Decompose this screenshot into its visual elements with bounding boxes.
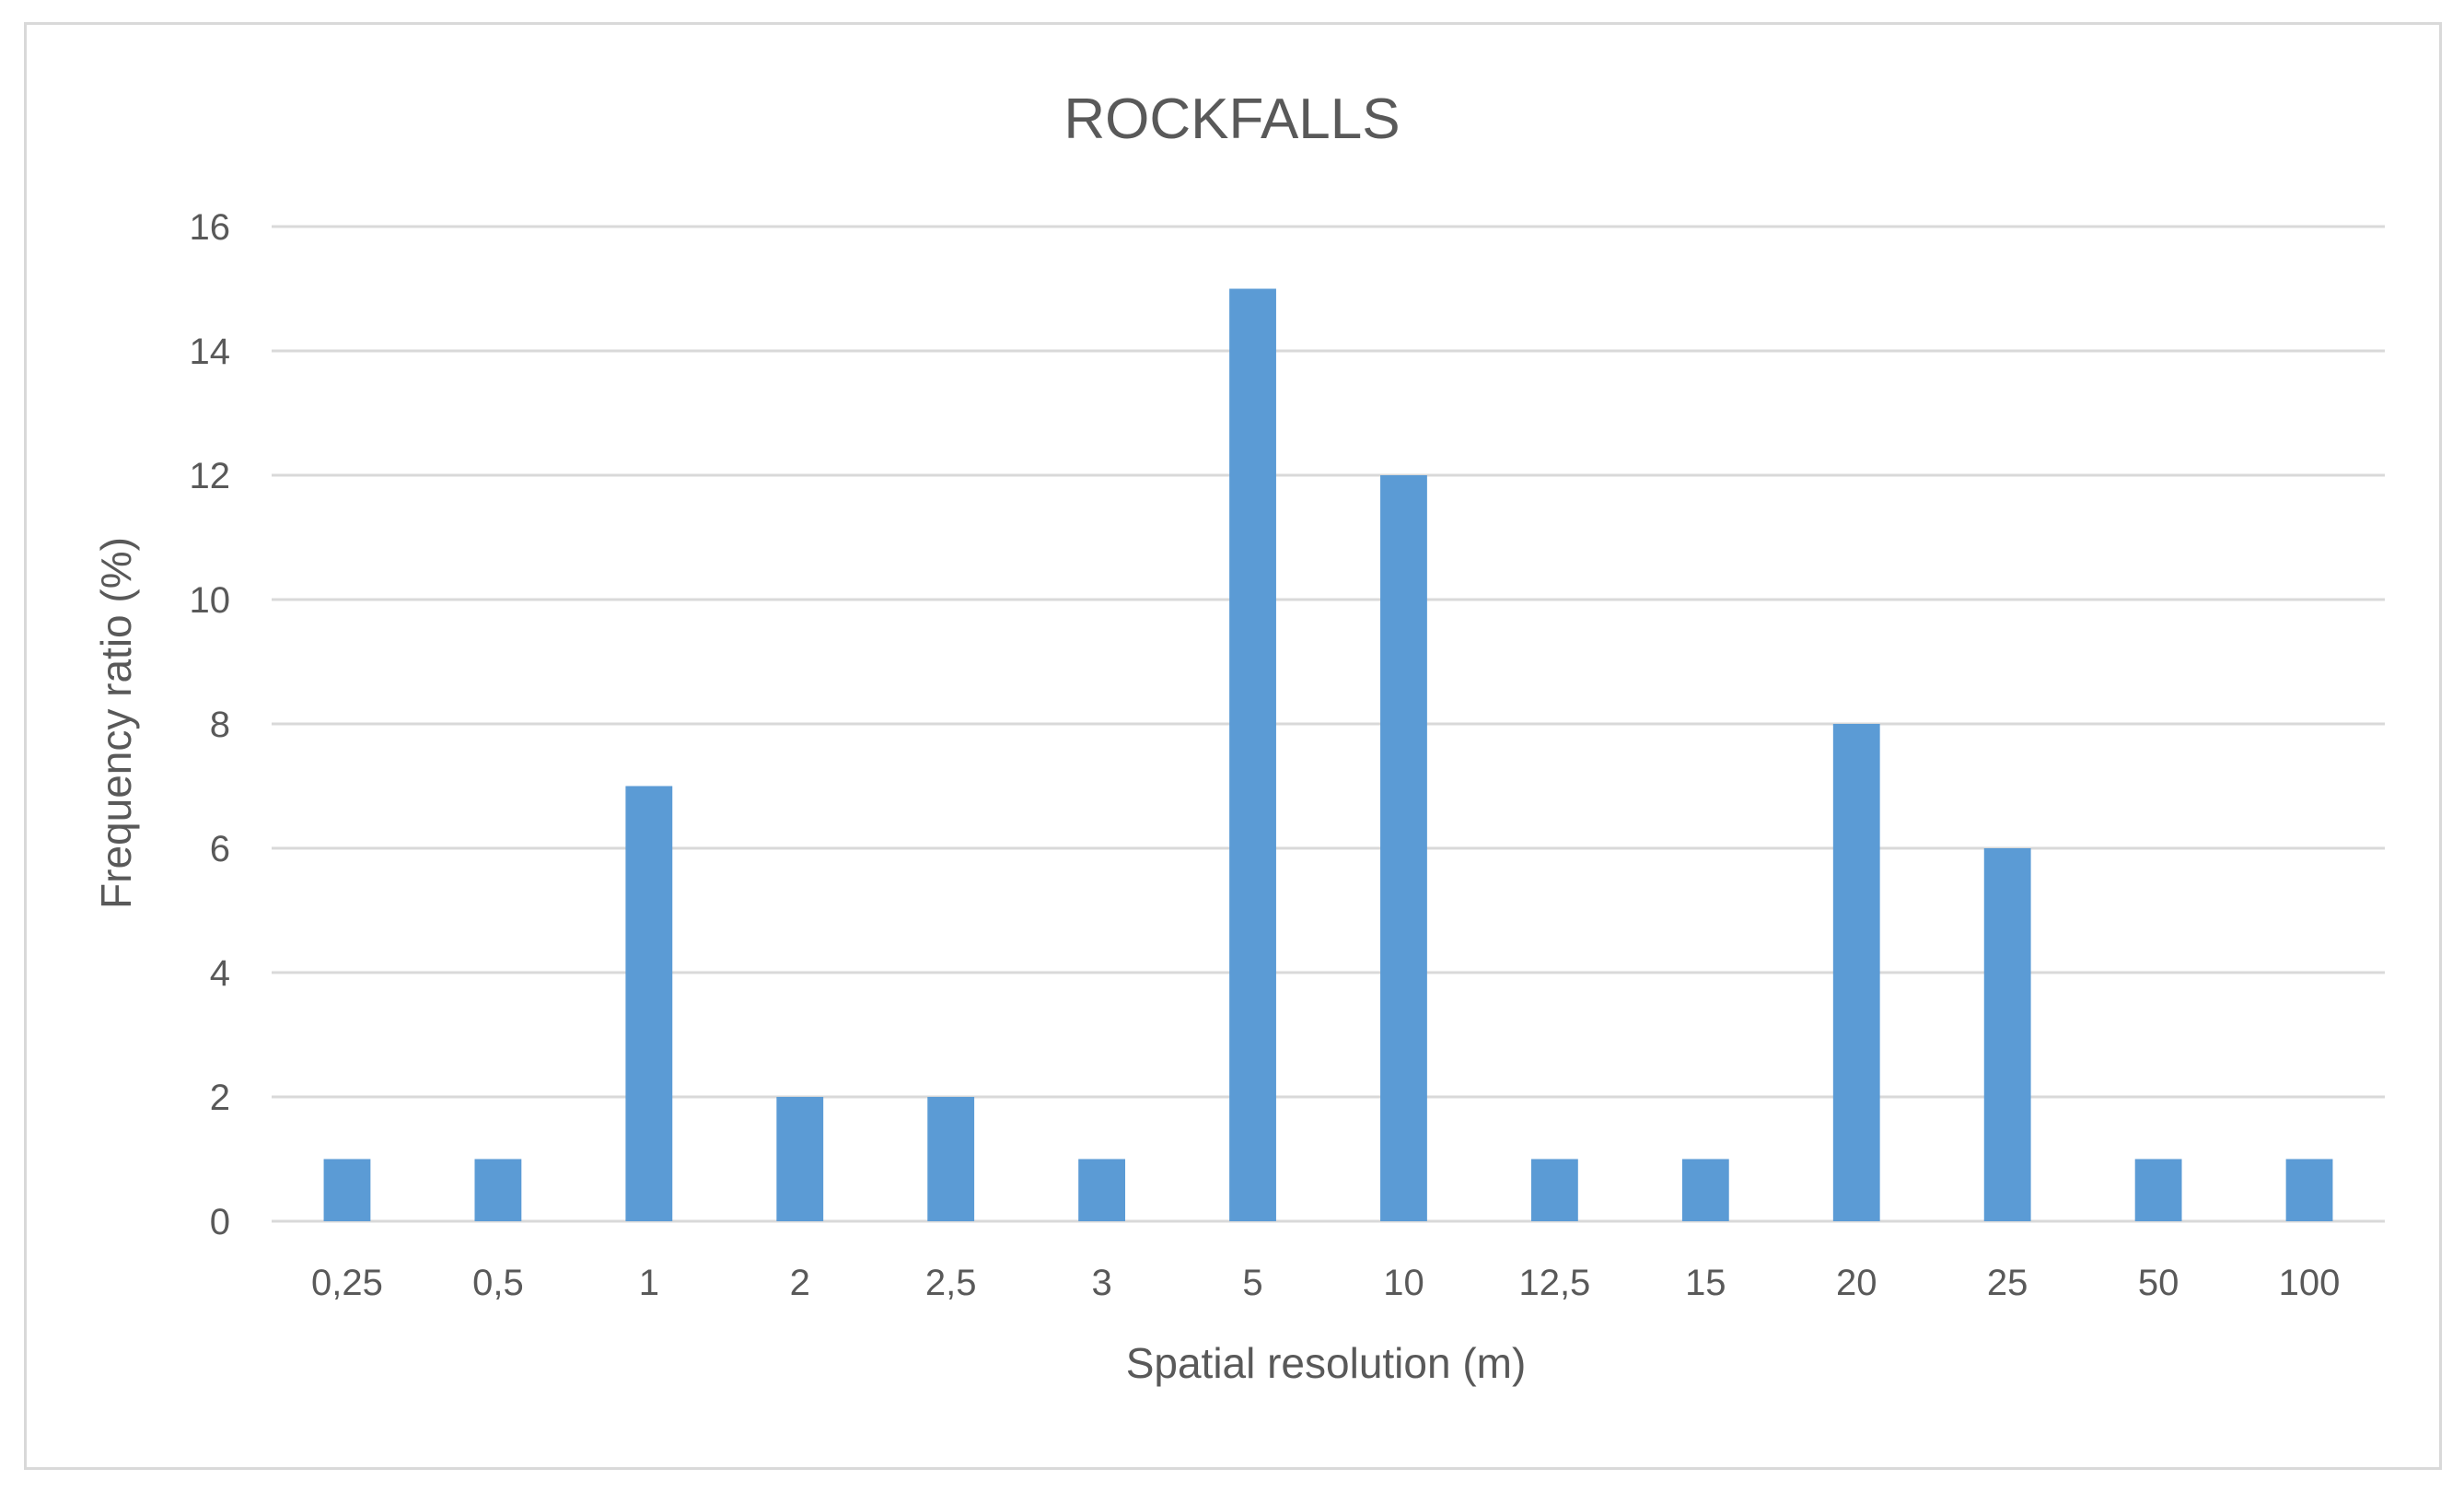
x-tick-label: 15 <box>1685 1263 1726 1303</box>
y-axis-title: Frequency ratio (%) <box>92 537 140 909</box>
chart-title: ROCKFALLS <box>1063 87 1400 151</box>
bar <box>2285 1159 2333 1221</box>
x-tick-label: 0,25 <box>311 1263 383 1303</box>
y-tick-label: 0 <box>210 1202 230 1242</box>
y-tick-label: 2 <box>210 1078 230 1118</box>
bar <box>1380 475 1427 1221</box>
x-tick-label: 20 <box>1836 1263 1877 1303</box>
x-tick-label: 25 <box>1987 1263 2028 1303</box>
x-tick-label: 12,5 <box>1518 1263 1590 1303</box>
y-tick-labels: 0 2 4 6 8 10 12 14 16 <box>190 207 231 1242</box>
bar <box>625 786 673 1221</box>
y-tick-label: 10 <box>190 580 231 621</box>
bars <box>323 288 2333 1221</box>
x-tick-label: 2 <box>790 1263 810 1303</box>
bar <box>776 1097 824 1221</box>
x-tick-label: 3 <box>1091 1263 1111 1303</box>
x-tick-label: 0,5 <box>472 1263 524 1303</box>
bar <box>474 1159 522 1221</box>
y-tick-label: 12 <box>190 456 231 496</box>
x-tick-label: 100 <box>2279 1263 2341 1303</box>
bar <box>2134 1159 2182 1221</box>
x-tick-label: 1 <box>639 1263 659 1303</box>
x-axis-title: Spatial resolution (m) <box>1126 1339 1527 1387</box>
x-tick-label: 10 <box>1383 1263 1424 1303</box>
x-tick-labels: 0,25 0,5 1 2 2,5 3 5 10 12,5 15 20 25 50 100 <box>311 1263 2340 1303</box>
gridlines <box>272 225 2385 1223</box>
x-tick-label: 50 <box>2138 1263 2179 1303</box>
bar <box>1681 1159 1729 1221</box>
x-tick-label: 5 <box>1242 1263 1262 1303</box>
bar <box>1530 1159 1578 1221</box>
bar <box>1078 1159 1126 1221</box>
y-tick-label: 8 <box>210 705 230 745</box>
y-tick-label: 6 <box>210 829 230 869</box>
y-tick-label: 4 <box>210 953 230 994</box>
bar <box>1229 288 1276 1221</box>
bar <box>927 1097 975 1221</box>
y-tick-label: 16 <box>190 207 231 248</box>
bar <box>1983 848 2031 1221</box>
y-tick-label: 14 <box>190 332 231 372</box>
bar <box>1832 724 1880 1221</box>
x-tick-label: 2,5 <box>925 1263 977 1303</box>
bar <box>323 1159 371 1221</box>
